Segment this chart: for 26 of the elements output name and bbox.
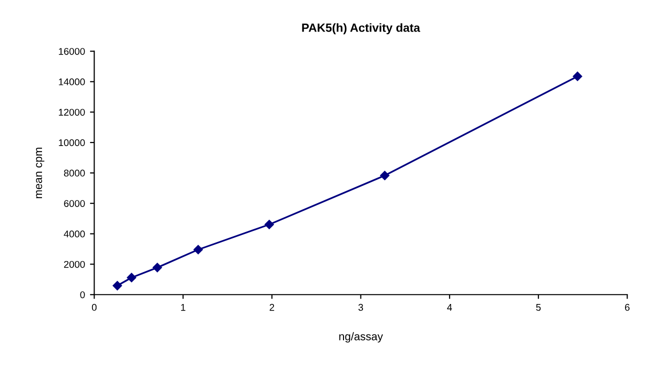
point <box>264 220 274 230</box>
x-tick-label: 5 <box>536 304 541 311</box>
point <box>152 262 162 272</box>
x-tick-label: 2 <box>270 304 274 311</box>
x-tick-label: 0 <box>92 304 97 311</box>
y-tick-label: 2000 <box>64 260 85 268</box>
y-axis-title: mean cpm <box>36 148 44 198</box>
point <box>572 72 582 81</box>
y-tick-label: 16000 <box>58 48 85 55</box>
x-tick-label: 6 <box>625 304 630 311</box>
point <box>126 272 136 282</box>
y-tick-label: 14000 <box>58 78 85 86</box>
point <box>112 281 122 290</box>
y-tick-label: 10000 <box>58 139 85 146</box>
point <box>194 244 203 254</box>
point <box>380 170 390 180</box>
y-tick-label: 12000 <box>58 108 85 116</box>
x-tick-label: 3 <box>358 304 364 311</box>
y-tick-label: 4000 <box>64 230 85 238</box>
chart-title: PAK5(h) Activity data <box>302 23 420 34</box>
x-axis-title: ng/assay <box>339 332 383 343</box>
y-tick-label: 6000 <box>64 200 85 207</box>
x-tick-label: 1 <box>181 304 186 311</box>
y-tick-label: 8000 <box>64 170 85 177</box>
y-tick-label: 0 <box>80 291 85 298</box>
x-tick-label: 4 <box>447 304 452 311</box>
